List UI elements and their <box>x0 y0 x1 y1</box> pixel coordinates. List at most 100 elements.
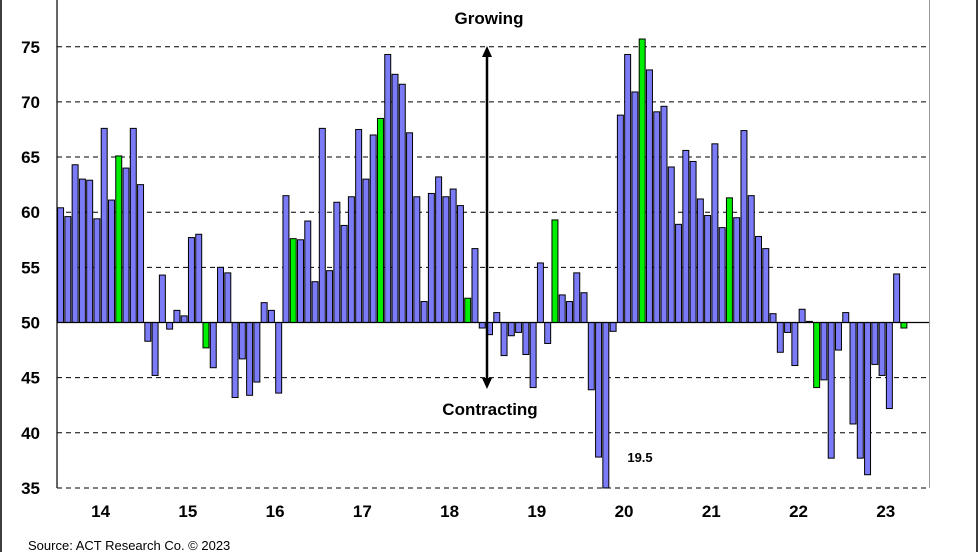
y-tick-label: 75 <box>21 38 40 57</box>
bar <box>122 167 130 323</box>
x-tick-label: 16 <box>266 502 285 521</box>
bar <box>326 270 334 323</box>
bar <box>166 322 174 330</box>
bar <box>158 274 166 324</box>
bar <box>406 132 414 323</box>
bar <box>834 322 842 351</box>
x-tick-label: 19 <box>527 502 546 521</box>
y-tick-label: 40 <box>21 424 40 443</box>
bar <box>187 237 195 323</box>
bar <box>544 322 552 344</box>
growing-label: Growing <box>455 9 524 28</box>
bar <box>471 248 479 323</box>
bar <box>398 83 406 323</box>
bar <box>333 201 341 323</box>
bar <box>660 105 668 323</box>
bar <box>224 272 232 323</box>
bar <box>86 179 94 323</box>
bar <box>427 192 435 323</box>
bar <box>885 322 893 410</box>
bar <box>282 195 290 323</box>
bar <box>478 322 486 329</box>
bar <box>733 217 741 323</box>
bar-highlight <box>900 322 908 329</box>
bar <box>362 178 370 323</box>
y-tick-labels: 35 40 45 50 55 60 65 70 75 <box>21 38 40 498</box>
bar <box>435 176 443 323</box>
bar <box>696 198 704 324</box>
x-tick-label: 14 <box>91 502 110 521</box>
bar <box>260 302 268 323</box>
bar <box>129 127 137 323</box>
bar <box>653 111 661 324</box>
bar <box>500 322 508 357</box>
bar <box>566 301 573 323</box>
bar <box>689 160 697 323</box>
bars <box>57 38 908 489</box>
bar <box>391 73 399 323</box>
bar-highlight <box>813 322 821 389</box>
bar <box>267 309 275 324</box>
bar <box>253 322 261 383</box>
bar <box>747 195 755 323</box>
bar <box>173 309 181 324</box>
bar <box>420 301 428 323</box>
bar <box>718 227 726 323</box>
y-tick-label: 45 <box>21 369 40 388</box>
bar <box>624 53 632 323</box>
bar <box>769 313 777 323</box>
x-tick-labels: 14 15 16 17 18 19 20 21 22 23 <box>91 502 895 521</box>
bar <box>180 315 188 323</box>
bar <box>217 266 225 324</box>
bar <box>849 322 857 425</box>
bar <box>71 164 79 323</box>
bar <box>151 322 159 376</box>
bar <box>78 178 86 323</box>
bar <box>820 322 828 381</box>
x-tick-label: 17 <box>353 502 372 521</box>
bar <box>522 322 530 355</box>
bar <box>740 130 748 323</box>
bar-highlight <box>376 117 384 323</box>
bar <box>304 220 312 323</box>
offscale-value-label: 19.5 <box>627 450 652 465</box>
x-tick-label: 20 <box>615 502 634 521</box>
bar <box>246 322 254 396</box>
bar <box>195 233 203 323</box>
y-tick-label: 65 <box>21 148 40 167</box>
bar <box>449 188 457 323</box>
y-tick-label: 55 <box>21 258 40 277</box>
bar <box>682 149 690 323</box>
bar <box>675 223 683 323</box>
bar <box>755 235 762 323</box>
bar <box>602 322 610 489</box>
y-tick-label: 50 <box>21 314 40 333</box>
x-tick-label: 23 <box>876 502 895 521</box>
bar <box>456 205 464 323</box>
x-tick-label: 15 <box>178 502 197 521</box>
x-tick-label: 21 <box>702 502 721 521</box>
bar-highlight <box>464 297 472 324</box>
bar <box>442 196 450 323</box>
bar <box>631 91 639 323</box>
bar-highlight <box>202 322 210 349</box>
bar <box>580 292 588 323</box>
bar <box>238 322 246 360</box>
growth-arrow <box>482 46 492 389</box>
bar <box>107 199 115 323</box>
bar-highlight <box>551 219 559 324</box>
y-tick-label: 35 <box>21 479 40 498</box>
bar <box>609 322 617 332</box>
bar <box>137 184 145 323</box>
bar <box>587 322 595 391</box>
bar <box>645 69 653 324</box>
bar <box>595 322 603 458</box>
bar <box>871 322 879 365</box>
bar-highlight <box>289 238 297 323</box>
bar <box>340 224 348 324</box>
bar <box>384 53 392 323</box>
bar <box>493 312 501 323</box>
bar <box>231 322 239 399</box>
bar <box>318 127 326 323</box>
bar <box>573 272 581 323</box>
